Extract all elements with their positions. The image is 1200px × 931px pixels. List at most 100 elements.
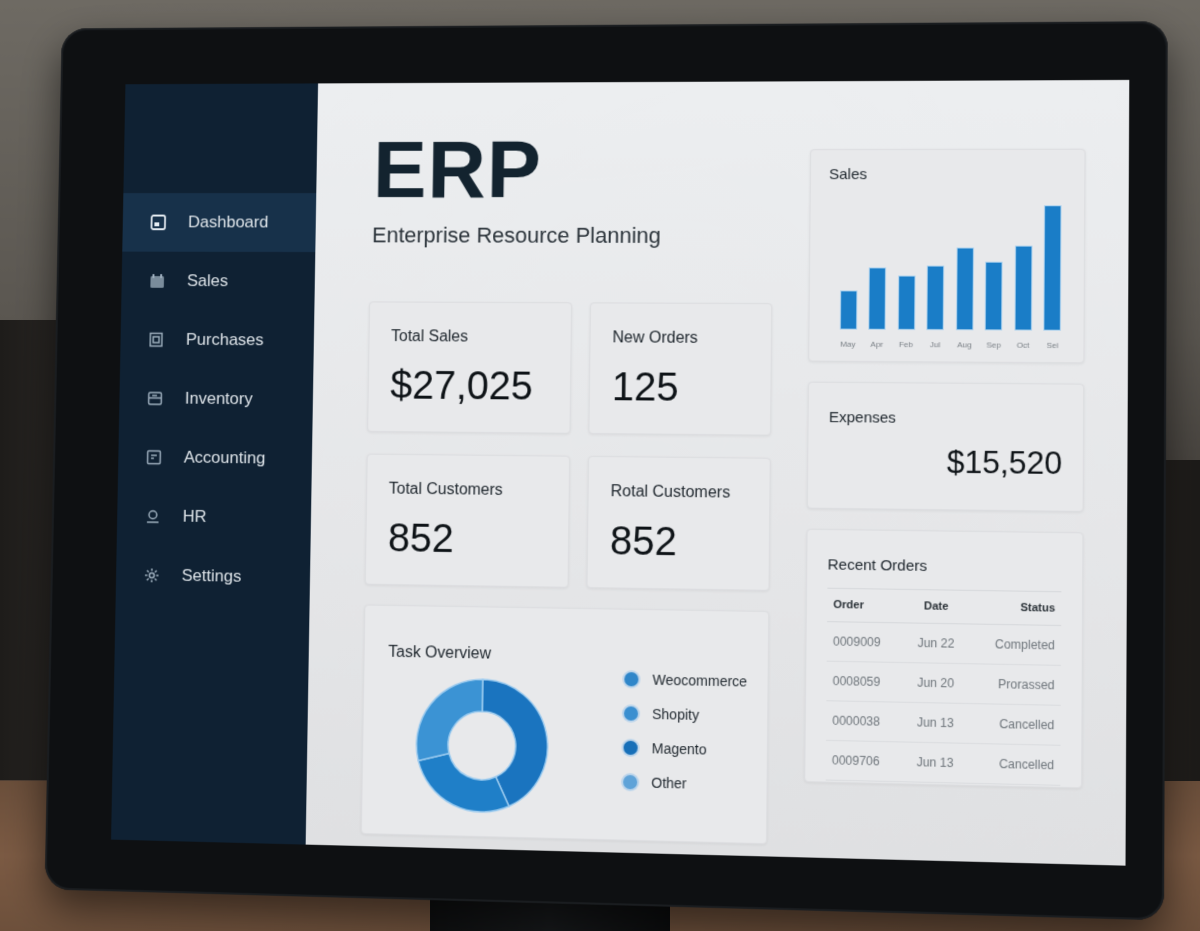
sales-chart-title: Sales: [829, 166, 868, 184]
table-row[interactable]: 0000038 Jun 13 Cancelled: [825, 700, 1061, 746]
legend-dot-icon: [624, 672, 639, 687]
legend-dot-icon: [623, 740, 638, 756]
stat-grid: Total Sales $27,025 New Orders 125 Total…: [364, 301, 787, 591]
sidebar-item-label: Accounting: [183, 447, 266, 468]
order-status-cell: Completed: [967, 623, 1062, 666]
sidebar-item-inventory[interactable]: Inventory: [119, 369, 313, 430]
bar-may[interactable]: [840, 291, 856, 329]
order-status-cell: Prorassed: [967, 663, 1061, 706]
order-status-cell: Cancelled: [967, 703, 1061, 746]
order-id-cell: 0009009: [826, 621, 905, 663]
bar-column: [1011, 246, 1036, 330]
sales-chart-card: Sales May Apr Feb Jul Aug Sep Oct Sei: [808, 148, 1086, 364]
task-overview-card: Task Overview Weocommerce Shopity Magento O…: [360, 604, 770, 845]
stat-card-total-customers[interactable]: Total Customers 852: [364, 453, 571, 588]
legend-label: Magento: [651, 740, 707, 758]
left-column: Total Sales $27,025 New Orders 125 Total…: [360, 301, 787, 845]
bar-column: [923, 266, 948, 330]
table-header-row: Order Date Status: [827, 588, 1062, 626]
sidebar-item-accounting[interactable]: Accounting: [118, 428, 313, 489]
order-date-cell: Jun 13: [903, 741, 968, 784]
stat-value: 852: [609, 519, 678, 565]
expenses-card[interactable]: Expenses $15,520: [806, 381, 1085, 512]
bar-jul[interactable]: [927, 266, 944, 330]
dashboard-icon: [149, 214, 167, 232]
sidebar-item-settings[interactable]: Settings: [116, 545, 311, 607]
legend-item[interactable]: Weocommerce: [624, 662, 747, 699]
sidebar-item-sales[interactable]: Sales: [121, 252, 315, 311]
document-icon: [147, 331, 165, 349]
expenses-label: Expenses: [828, 408, 897, 427]
bar-column: [981, 262, 1006, 330]
sidebar-item-label: Sales: [186, 271, 229, 291]
legend-item[interactable]: Shopity: [623, 696, 747, 733]
legend-label: Other: [651, 774, 687, 792]
bar-aug[interactable]: [956, 248, 973, 330]
bar-chart-x-axis: May Apr Feb Jul Aug Sep Oct Sei: [836, 340, 1065, 350]
bar-sei[interactable]: [1044, 206, 1061, 330]
legend-dot-icon: [623, 706, 639, 721]
bar-chart: [836, 200, 1066, 330]
table-row[interactable]: 0009706 Jun 13 Cancelled: [825, 740, 1061, 786]
order-id-cell: 0008059: [826, 661, 905, 703]
sidebar-item-label: HR: [182, 506, 207, 526]
stat-label: Rotal Customers: [610, 483, 731, 502]
table-row[interactable]: 0009009 Jun 22 Completed: [826, 621, 1062, 666]
x-tick-label: Sep: [986, 340, 1001, 350]
ledger-icon: [145, 448, 163, 466]
column-header-order[interactable]: Order: [827, 588, 905, 623]
x-tick-label: Apr: [870, 339, 884, 349]
order-id-cell: 0000038: [825, 700, 904, 742]
stat-label: Total Customers: [388, 480, 503, 499]
recent-orders-table: Order Date Status 0009009 Jun 22 Completed…: [825, 588, 1062, 786]
right-column: Sales May Apr Feb Jul Aug Sep Oct Sei Expenses …: [804, 148, 1086, 789]
bar-column: [865, 268, 890, 329]
gear-icon: [143, 566, 161, 584]
expenses-value: $15,520: [946, 444, 1063, 482]
stat-label: New Orders: [612, 329, 698, 347]
table-row[interactable]: 0008059 Jun 20 Prorassed: [826, 661, 1061, 706]
monitor-bezel: Dashboard Sales Purchases Inventory Accounti…: [44, 21, 1168, 921]
column-header-date[interactable]: Date: [904, 589, 969, 624]
donut-chart[interactable]: [411, 674, 552, 817]
order-date-cell: Jun 13: [903, 702, 968, 744]
recent-orders-card: Recent Orders Order Date Status 0009009 J…: [804, 528, 1084, 789]
order-date-cell: Jun 22: [904, 622, 968, 664]
stat-card-total-sales[interactable]: Total Sales $27,025: [367, 301, 573, 434]
bar-column: [952, 248, 977, 330]
bar-column: [836, 291, 861, 329]
x-tick-label: Jul: [929, 340, 941, 350]
stat-value: $27,025: [390, 363, 534, 409]
donut-segment[interactable]: [418, 753, 510, 813]
order-id-cell: 0009706: [825, 740, 904, 782]
x-tick-label: Sei: [1046, 340, 1059, 350]
bar-apr[interactable]: [869, 268, 886, 329]
order-date-cell: Jun 20: [903, 662, 968, 704]
stat-card-new-orders[interactable]: New Orders 125: [588, 302, 773, 436]
sidebar-item-purchases[interactable]: Purchases: [120, 310, 314, 370]
stat-card-rotal-customers[interactable]: Rotal Customers 852: [586, 455, 771, 591]
legend-dot-icon: [623, 774, 638, 790]
legend-label: Weocommerce: [652, 671, 748, 690]
sidebar: Dashboard Sales Purchases Inventory Accounti…: [111, 83, 319, 845]
bar-oct[interactable]: [1015, 246, 1032, 330]
stat-label: Total Sales: [390, 328, 469, 346]
box-icon: [146, 390, 164, 408]
column-header-status[interactable]: Status: [967, 590, 1062, 626]
sidebar-item-label: Settings: [181, 565, 242, 586]
user-icon: [144, 507, 162, 525]
bar-column: [894, 276, 919, 329]
legend-item[interactable]: Magento: [623, 731, 746, 768]
bar-feb[interactable]: [898, 276, 915, 329]
screen: Dashboard Sales Purchases Inventory Accounti…: [111, 79, 1130, 866]
legend-item[interactable]: Other: [623, 765, 746, 802]
x-tick-label: May: [840, 339, 856, 349]
chart-legend: Weocommerce Shopity Magento Other: [623, 662, 747, 802]
sidebar-item-label: Inventory: [184, 388, 253, 409]
calendar-icon: [148, 272, 166, 290]
donut-segment[interactable]: [481, 679, 548, 807]
donut-segment[interactable]: [416, 678, 483, 762]
sidebar-item-dashboard[interactable]: Dashboard: [122, 193, 317, 253]
bar-sep[interactable]: [986, 262, 1002, 330]
sidebar-item-hr[interactable]: HR: [117, 486, 312, 548]
